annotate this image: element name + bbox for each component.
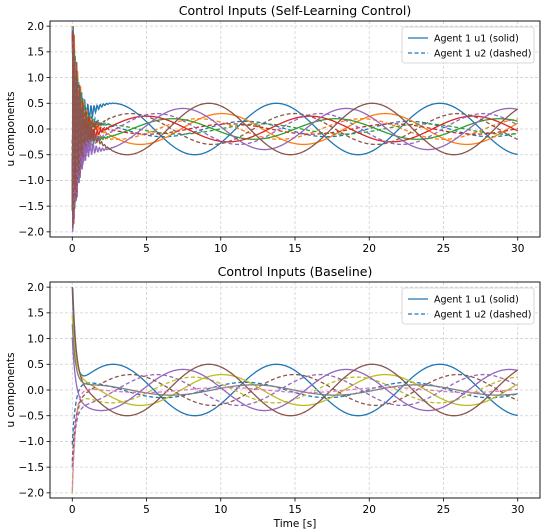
- x-tick-label: 30: [511, 504, 524, 516]
- legend-label: Agent 1 u2 (dashed): [434, 49, 531, 60]
- series-group: [71, 286, 519, 493]
- y-tick-label: −1.0: [19, 175, 45, 187]
- x-tick-label: 0: [69, 243, 76, 255]
- series-line-8: [71, 34, 518, 210]
- series-line-10: [71, 41, 519, 222]
- series-line-10: [71, 386, 518, 491]
- x-tick-label: 30: [511, 243, 524, 255]
- x-axis-label: Time [s]: [273, 518, 317, 530]
- y-tick-label: 1.5: [27, 47, 44, 59]
- y-tick-label: 1.0: [27, 72, 44, 84]
- x-tick-label: 15: [288, 243, 301, 255]
- series-line-6: [71, 48, 518, 227]
- legend-label: Agent 1 u1 (solid): [434, 34, 519, 45]
- y-tick-label: 2.0: [27, 21, 44, 33]
- x-tick-label: 10: [214, 504, 227, 516]
- legend: Agent 1 u1 (solid) Agent 1 u2 (dashed): [401, 26, 535, 64]
- series-line-2: [71, 26, 518, 197]
- chart-title: Control Inputs (Baseline): [218, 264, 373, 279]
- x-tick-label: 20: [363, 504, 376, 516]
- y-axis-label: u components: [5, 353, 17, 428]
- axes-frame: [49, 20, 541, 238]
- y-tick-label: 0.5: [27, 359, 44, 371]
- chart-title: Control Inputs (Self-Learning Control): [179, 3, 412, 18]
- legend-box: [401, 287, 535, 325]
- legend-label: Agent 1 u1 (solid): [434, 295, 519, 306]
- y-tick-label: −0.5: [19, 150, 45, 162]
- x-tick-label: 25: [437, 243, 450, 255]
- x-tick-label: 5: [143, 243, 150, 255]
- y-tick-label: 1.0: [27, 333, 44, 345]
- y-tick-label: 2.0: [27, 282, 44, 294]
- x-tick-label: 25: [437, 504, 450, 516]
- series-line-5: [71, 43, 518, 211]
- series-line-3: [71, 314, 519, 407]
- y-tick-label: 0.5: [27, 98, 44, 110]
- series-line-9: [71, 66, 518, 232]
- y-tick-label: −1.5: [19, 462, 45, 474]
- series-line-1: [71, 287, 518, 417]
- y-tick-label: −2.0: [19, 488, 45, 500]
- y-tick-label: −2.0: [19, 227, 45, 239]
- series-line-3: [71, 35, 519, 220]
- legend-label: Agent 1 u2 (dashed): [434, 310, 531, 321]
- y-tick-label: −1.5: [19, 201, 45, 213]
- chart-panel-1: 0 5 10 15 20 25 30 2.0 1.5 1.0 0.5 0.0 −0.5 −1.0 −1.5 −…: [5, 3, 541, 255]
- y-axis-label: u components: [5, 92, 17, 167]
- y-tick-label: −1.0: [19, 436, 45, 448]
- x-tick-label: 5: [143, 504, 150, 516]
- legend: Agent 1 u1 (solid) Agent 1 u2 (dashed): [401, 287, 535, 325]
- x-tick-label: 20: [363, 243, 376, 255]
- y-tick-label: −0.5: [19, 411, 45, 423]
- x-tick-label: 15: [288, 504, 301, 516]
- series-line-4: [71, 376, 518, 493]
- series-line-7: [71, 286, 519, 417]
- axes-frame: [49, 281, 541, 499]
- series-group: [71, 26, 519, 232]
- y-tick-label: 1.5: [27, 308, 44, 320]
- series-line-2: [71, 381, 518, 445]
- series-line-12: [71, 62, 518, 229]
- chart-panel-2: 0 5 10 15 20 25 30 2.0 1.5 1.0 0.5 0.0 −0.5 −1.0 −1.5 −…: [5, 264, 541, 530]
- x-tick-label: 0: [69, 504, 76, 516]
- series-line-5: [71, 337, 518, 412]
- series-line-6: [71, 373, 519, 468]
- y-tick-label: 0.0: [27, 385, 44, 397]
- legend-box: [401, 26, 535, 64]
- y-tick-label: 0.0: [27, 124, 44, 136]
- series-line-11: [71, 32, 519, 211]
- series-line-1: [71, 26, 518, 218]
- x-tick-label: 10: [214, 243, 227, 255]
